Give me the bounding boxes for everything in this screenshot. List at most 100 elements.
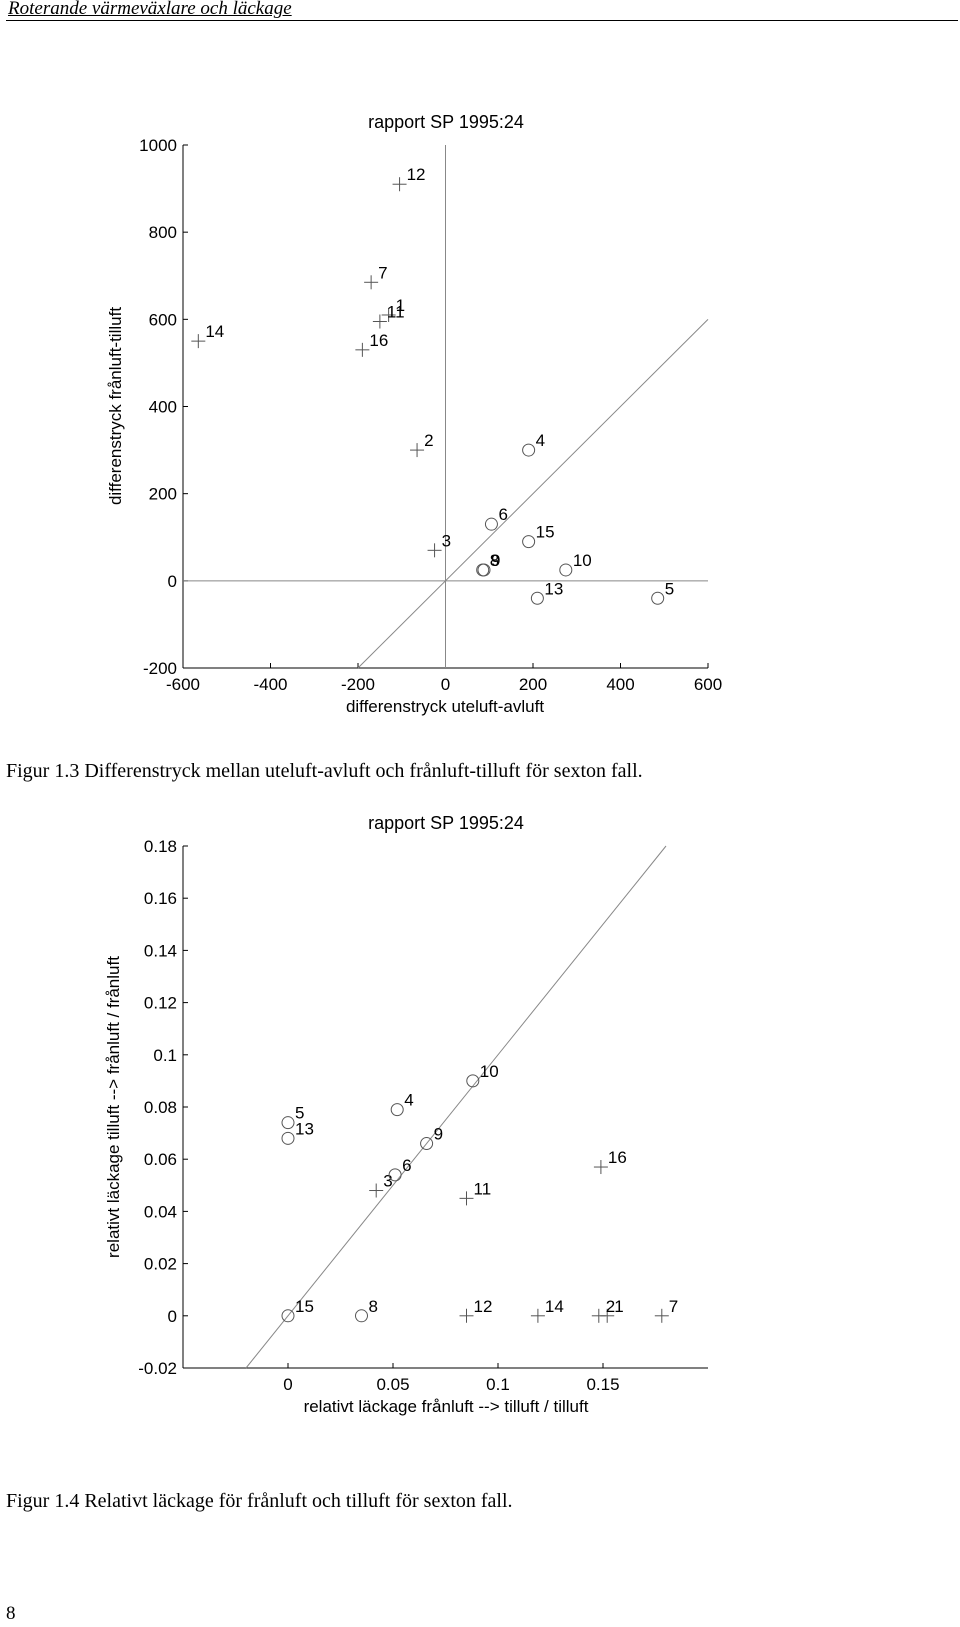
data-label-2: 2	[606, 1297, 615, 1316]
data-point-12	[459, 1308, 474, 1323]
data-point-9	[420, 1137, 434, 1151]
data-label-8: 8	[490, 551, 499, 570]
x-tick-label: 600	[694, 675, 722, 694]
y-axis-label: differenstryck frånluft-tilluft	[106, 307, 125, 505]
data-label-12: 12	[407, 165, 426, 184]
y-tick-label: -0.02	[138, 1359, 177, 1378]
data-label-9: 9	[434, 1125, 443, 1144]
x-tick-label: 0.1	[486, 1375, 510, 1394]
data-label-3: 3	[442, 531, 451, 550]
x-tick-label: 0.15	[586, 1375, 619, 1394]
y-tick-label: 0.02	[144, 1255, 177, 1274]
data-point-16	[355, 342, 370, 357]
x-tick-label: -600	[166, 675, 200, 694]
data-label-11: 11	[387, 303, 405, 322]
y-tick-label: 0.14	[144, 941, 177, 960]
running-header-title: Roterande värmeväxlare och läckage	[8, 0, 292, 19]
y-tick-label: 0.04	[144, 1202, 177, 1221]
data-label-13: 13	[544, 579, 563, 598]
data-point-11	[459, 1191, 474, 1206]
chart-title: rapport SP 1995:24	[368, 813, 524, 833]
y-tick-label: 0.06	[144, 1150, 177, 1169]
x-tick-label: 200	[519, 675, 547, 694]
x-tick-label: 0.05	[376, 1375, 409, 1394]
relative-leakage-scatter-chart: -0.0200.020.040.060.080.10.120.140.160.1…	[104, 813, 708, 1416]
data-point-5	[281, 1116, 295, 1130]
data-label-16: 16	[608, 1148, 627, 1167]
data-point-7	[364, 275, 379, 290]
data-point-14	[191, 334, 206, 349]
y-tick-label: 0	[168, 1307, 177, 1326]
data-point-9	[477, 563, 491, 577]
y-tick-label: 0	[168, 572, 177, 591]
y-tick-label: 0.18	[144, 837, 177, 856]
data-point-7	[654, 1308, 669, 1323]
data-label-8: 8	[369, 1297, 378, 1316]
figure-1-4-caption: Figur 1.4 Relativt läckage för frånluft …	[6, 1490, 513, 1512]
data-label-9: 9	[491, 551, 500, 570]
data-label-7: 7	[378, 263, 387, 282]
data-point-8	[355, 1309, 368, 1323]
y-axis-label: relativt läckage tilluft --> frånluft / …	[104, 956, 123, 1258]
y-tick-label: 1000	[139, 136, 177, 155]
data-point-5	[651, 591, 665, 605]
data-label-16: 16	[369, 331, 388, 350]
data-point-10	[559, 563, 573, 577]
data-label-10: 10	[573, 551, 592, 570]
y-tick-label: 0.16	[144, 889, 177, 908]
data-point-10	[466, 1074, 480, 1088]
y-tick-label: 0.12	[144, 994, 177, 1013]
data-label-7: 7	[669, 1297, 678, 1316]
data-label-1: 1	[396, 296, 405, 315]
figure-1-3-caption: Figur 1.3 Differenstryck mellan uteluft-…	[6, 760, 643, 782]
pressure-difference-scatter-chart: -200 0 200 400 600 800 1000 -600 -400 -200 0 200 400…	[106, 112, 722, 716]
data-point-13	[530, 591, 544, 605]
data-point-16	[593, 1160, 608, 1175]
data-label-12: 12	[474, 1297, 493, 1316]
data-label-13: 13	[295, 1119, 314, 1138]
reference-line-diagonal	[357, 318, 709, 669]
x-tick-label: 400	[606, 675, 634, 694]
data-point-15	[281, 1309, 295, 1323]
data-label-3: 3	[383, 1172, 392, 1191]
data-point-4	[522, 443, 536, 457]
running-header: Roterande värmeväxlare och läckage	[6, 0, 958, 21]
y-tick-label: 0.1	[153, 1046, 177, 1065]
data-point-15	[522, 535, 536, 549]
data-label-10: 10	[480, 1062, 499, 1081]
data-point-2	[591, 1308, 606, 1323]
data-point-6	[388, 1168, 402, 1182]
chart-title: rapport SP 1995:24	[368, 112, 524, 132]
data-point-2	[410, 443, 425, 458]
data-label-11: 11	[474, 1179, 492, 1198]
data-point-4	[390, 1103, 404, 1117]
data-point-3	[369, 1183, 384, 1198]
data-point-6	[484, 517, 498, 531]
data-point-3	[427, 543, 442, 558]
data-label-6: 6	[498, 505, 507, 524]
reference-line-diagonal	[245, 845, 667, 1369]
data-label-15: 15	[536, 523, 555, 542]
y-tick-label: 600	[149, 310, 177, 329]
data-label-4: 4	[404, 1091, 413, 1110]
y-tick-label: 800	[149, 223, 177, 242]
x-axis-label: relativt läckage frånluft --> tilluft / …	[304, 1397, 589, 1416]
x-axis-label: differenstryck uteluft-avluft	[346, 697, 544, 716]
data-point-1	[381, 307, 396, 322]
data-point-14	[530, 1308, 545, 1323]
data-label-5: 5	[665, 579, 674, 598]
page-number: 8	[6, 1603, 16, 1624]
x-tick-label: -400	[253, 675, 287, 694]
data-label-5: 5	[295, 1104, 304, 1123]
data-label-4: 4	[536, 431, 545, 450]
data-point-13	[281, 1131, 295, 1145]
y-tick-label: 0.08	[144, 1098, 177, 1117]
data-label-15: 15	[295, 1297, 314, 1316]
data-point-12	[392, 177, 407, 192]
data-label-14: 14	[205, 322, 224, 341]
x-tick-label: 0	[283, 1375, 292, 1394]
data-point-11	[372, 314, 387, 329]
y-tick-label: 400	[149, 398, 177, 417]
x-tick-label: -200	[341, 675, 375, 694]
y-tick-label: 200	[149, 485, 177, 504]
